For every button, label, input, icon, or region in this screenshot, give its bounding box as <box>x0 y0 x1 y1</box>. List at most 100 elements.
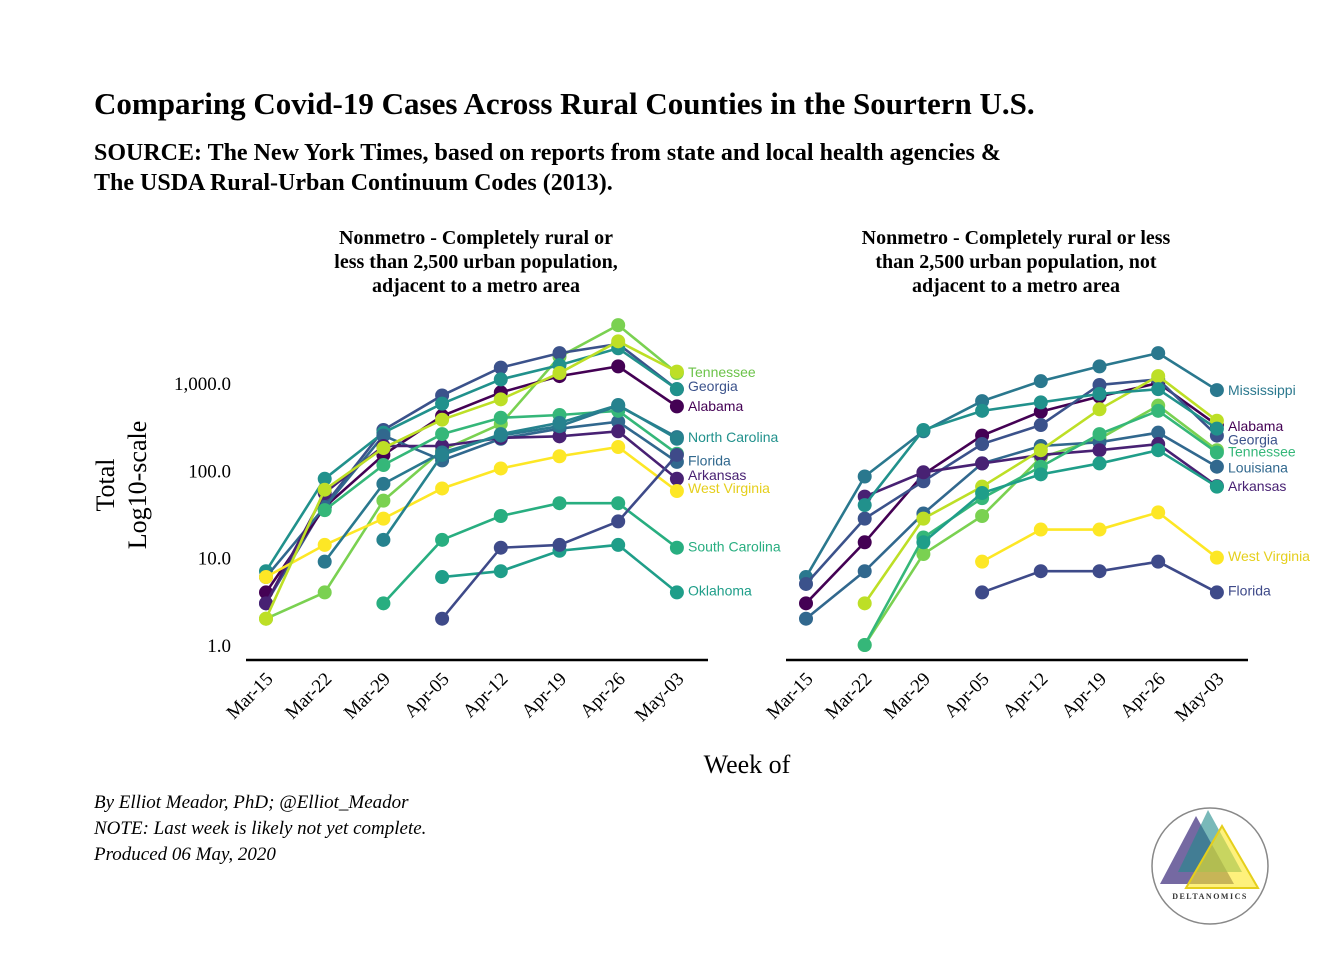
series-end-label: Tennessee <box>688 364 756 380</box>
series-line <box>382 403 678 541</box>
data-point <box>493 427 508 442</box>
series-line <box>264 365 678 594</box>
data-point <box>376 476 391 491</box>
data-point <box>1033 395 1048 410</box>
series-line <box>264 339 678 620</box>
x-tick-label: Apr-19 <box>1058 669 1111 722</box>
x-tick-label: Mar-29 <box>880 669 935 724</box>
data-point <box>975 585 990 600</box>
deltanomics-logo: DELTANOMICS <box>1151 807 1269 925</box>
panel-title-line: Nonmetro - Completely rural or less <box>862 227 1171 249</box>
data-point <box>1033 443 1048 458</box>
data-point <box>552 346 567 361</box>
data-point <box>916 511 931 526</box>
data-point <box>857 511 872 526</box>
series-end-label: Georgia <box>1228 432 1278 448</box>
data-point <box>493 461 508 476</box>
series-end-label: Florida <box>688 452 731 468</box>
chart-title: Comparing Covid-19 Cases Across Rural Co… <box>94 86 1035 121</box>
data-point <box>1151 346 1166 361</box>
data-point <box>1092 564 1107 579</box>
data-point <box>317 537 332 552</box>
series-line <box>264 429 678 604</box>
data-point <box>611 397 626 412</box>
data-point <box>1151 443 1166 458</box>
data-point <box>376 428 391 443</box>
y-axis-ticks: 1,000.0 100.0 10.0 1.0 <box>174 374 231 657</box>
series-end-label: West Virginia <box>688 480 770 496</box>
data-point <box>552 496 567 511</box>
series-end-label: Florida <box>1228 583 1271 599</box>
data-point <box>611 496 626 511</box>
data-point <box>975 508 990 523</box>
x-tick-label: Apr-05 <box>400 669 453 722</box>
data-point <box>1092 522 1107 537</box>
data-point <box>916 547 931 562</box>
data-point <box>1209 421 1224 436</box>
data-point <box>493 360 508 375</box>
data-point <box>376 458 391 473</box>
data-point <box>376 493 391 508</box>
series-end-label: Tennessee <box>1228 443 1296 459</box>
data-point <box>376 511 391 526</box>
data-point <box>799 576 813 591</box>
data-point <box>435 427 450 442</box>
data-point <box>1209 479 1224 494</box>
x-tick-label: May-03 <box>1171 669 1228 726</box>
panel-title-line: adjacent to a metro area <box>372 275 580 297</box>
data-point <box>975 403 990 418</box>
data-point <box>552 449 567 464</box>
data-point <box>1209 585 1224 600</box>
y-axis-title: Total Log10-scale <box>91 421 152 550</box>
data-point <box>1151 554 1166 569</box>
series <box>857 382 1224 513</box>
data-point <box>493 508 508 523</box>
data-point <box>552 366 567 381</box>
data-point <box>1033 418 1048 433</box>
data-point <box>799 596 813 611</box>
data-point <box>1092 386 1107 401</box>
x-tick-label: Mar-29 <box>340 669 395 724</box>
data-point <box>259 570 273 585</box>
data-point <box>317 585 332 600</box>
data-point <box>1092 402 1107 417</box>
data-point <box>259 611 273 626</box>
data-point <box>611 440 626 455</box>
captions: By Elliot Meador, PhD; @Elliot_Meador NO… <box>94 790 426 868</box>
series-line <box>265 445 678 579</box>
x-tick-label: Mar-22 <box>281 669 336 724</box>
data-point <box>1151 425 1166 440</box>
data-point <box>611 318 626 333</box>
data-point <box>669 540 684 555</box>
data-point <box>1092 359 1107 374</box>
x-tick-label: Apr-12 <box>459 669 512 722</box>
data-point <box>259 596 273 611</box>
data-point <box>1151 505 1166 520</box>
series <box>916 443 1224 550</box>
series-line <box>981 510 1218 563</box>
data-point <box>552 429 567 444</box>
data-point <box>1033 374 1048 389</box>
series-line <box>265 420 678 578</box>
data-point <box>435 396 450 411</box>
series-line <box>922 448 1218 544</box>
series <box>857 369 1224 611</box>
data-point <box>857 498 872 513</box>
data-point <box>799 611 813 626</box>
series-end-label: Arkansas <box>1228 478 1286 494</box>
panel-title-line: Nonmetro - Completely rural or <box>339 227 613 249</box>
series-south-carolina <box>376 496 684 611</box>
series-line <box>265 323 678 620</box>
data-point <box>975 437 990 452</box>
subtitle-line-1: SOURCE: The New York Times, based on rep… <box>94 140 1001 166</box>
data-point <box>975 554 990 569</box>
series-end-label: North Carolina <box>688 429 778 445</box>
data-point <box>493 564 508 579</box>
data-point <box>435 611 450 626</box>
data-point <box>611 359 626 374</box>
y-tick-label: 100.0 <box>188 461 231 482</box>
data-point <box>669 431 684 446</box>
y-tick-label: 10.0 <box>198 549 231 570</box>
data-point <box>493 372 508 387</box>
series-end-label: Alabama <box>688 398 743 414</box>
